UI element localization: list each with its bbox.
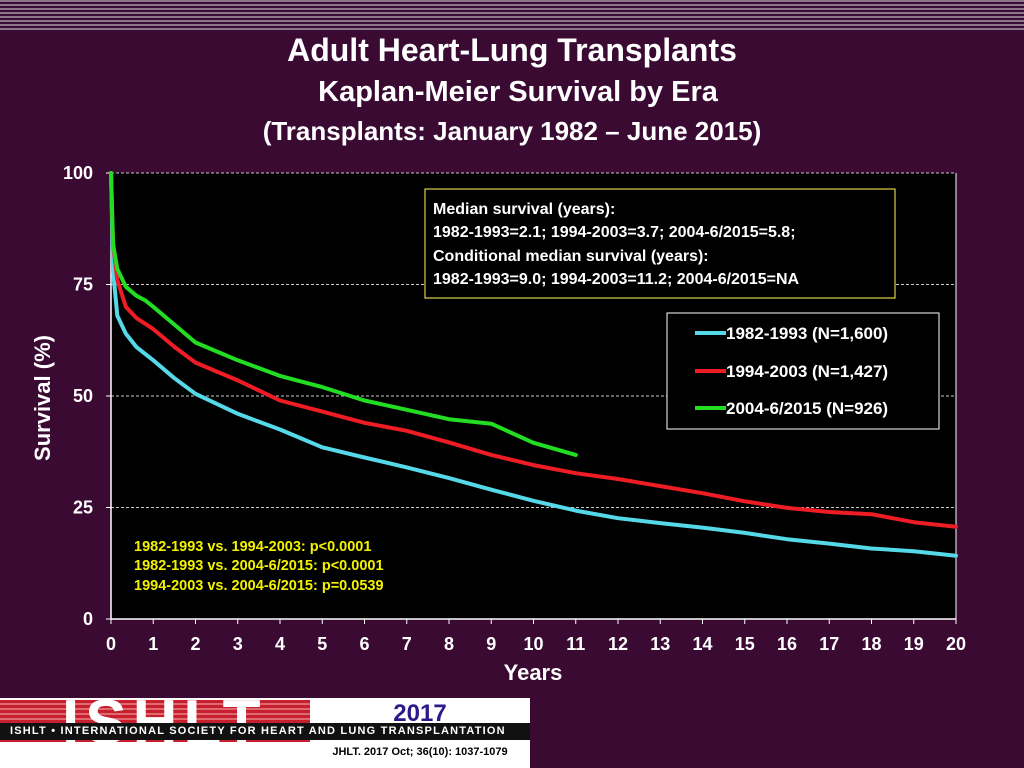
pvalue-line-2: 1982-1993 vs. 2004-6/2015: p<0.0001 [134,558,384,574]
median-survival-box: Median survival (years): 1982-1993=2.1; … [424,188,896,299]
legend-label-1982-1993: 1982-1993 (N=1,600) [726,324,888,343]
x-tick-label-19: 19 [904,634,924,654]
median-line-1: Median survival (years): [433,201,615,218]
x-tick-label-3: 3 [233,634,243,654]
x-tick-label-11: 11 [566,634,585,654]
society-name-bar: ISHLT • INTERNATIONAL SOCIETY FOR HEART … [0,723,530,740]
median-line-4: 1982-1993=9.0; 1994-2003=11.2; 2004-6/20… [433,271,800,288]
legend: 1982-1993 (N=1,600) 1994-2003 (N=1,427) … [666,312,940,430]
series-line-0 [109,171,958,558]
x-tick-label-12: 12 [608,634,628,654]
x-tick-label-6: 6 [359,634,369,654]
y-tick-label-75: 75 [73,275,93,295]
x-tick-label-13: 13 [650,634,670,654]
x-tick-label-4: 4 [275,634,285,654]
median-line-3: Conditional median survival (years): [433,248,709,265]
median-box-frame [424,188,896,299]
x-tick-label-20: 20 [946,634,966,654]
chart-date-range: (Transplants: January 1982 – June 2015) [262,116,762,146]
x-tick-labels: 0 1 2 3 4 5 6 7 8 9 10 11 12 13 14 15 16 17 18 19 20 [106,634,966,654]
ishlt-logo: ISHLT [62,692,267,754]
pvalue-line-3: 1994-2003 vs. 2004-6/2015: p=0.0539 [134,578,384,594]
x-tick-label-17: 17 [819,634,839,654]
x-tick-label-10: 10 [523,634,543,654]
y-axis-title: Survival (%) [30,335,55,461]
x-tick-label-5: 5 [317,634,327,654]
x-tick-label-14: 14 [692,634,712,654]
x-axis-title: Years [504,660,563,685]
survival-chart: 0 1 2 3 4 5 6 7 8 9 10 11 12 13 14 15 16 17 18 19 20 0255075… [30,163,966,685]
x-tick-label-0: 0 [106,634,116,654]
series-lines [109,171,958,558]
y-tick-labels: 0 25 50 75 100 [63,163,93,629]
p-value-annotations: 1982-1993 vs. 1994-2003: p<0.0001 1982-1… [134,539,384,594]
x-tick-label-18: 18 [861,634,881,654]
y-tick-label-100: 100 [63,163,93,183]
y-tick-label-25: 25 [73,498,93,518]
pvalue-line-1: 1982-1993 vs. 1994-2003: p<0.0001 [134,539,371,555]
chart-subtitle: Kaplan-Meier Survival by Era [318,76,718,108]
x-tick-label-2: 2 [190,634,200,654]
x-tick-label-9: 9 [486,634,496,654]
legend-label-2004-2015: 2004-6/2015 (N=926) [726,399,888,418]
series-line-2 [109,171,578,457]
x-tick-label-16: 16 [777,634,797,654]
median-line-2: 1982-1993=2.1; 1994-2003=3.7; 2004-6/201… [433,224,796,241]
chart-title: Adult Heart-Lung Transplants [287,32,737,68]
x-tick-label-8: 8 [444,634,454,654]
series-line-1 [109,171,958,529]
x-tick-label-1: 1 [148,634,158,654]
x-tick-label-7: 7 [402,634,412,654]
y-tick-label-0: 0 [83,609,93,629]
header-stripes [0,0,1024,30]
x-tick-label-15: 15 [735,634,755,654]
y-tick-label-50: 50 [73,386,93,406]
journal-citation: JHLT. 2017 Oct; 36(10): 1037-1079 [332,746,508,758]
report-year: 2017 [393,700,447,727]
legend-label-1994-2003: 1994-2003 (N=1,427) [726,362,888,381]
